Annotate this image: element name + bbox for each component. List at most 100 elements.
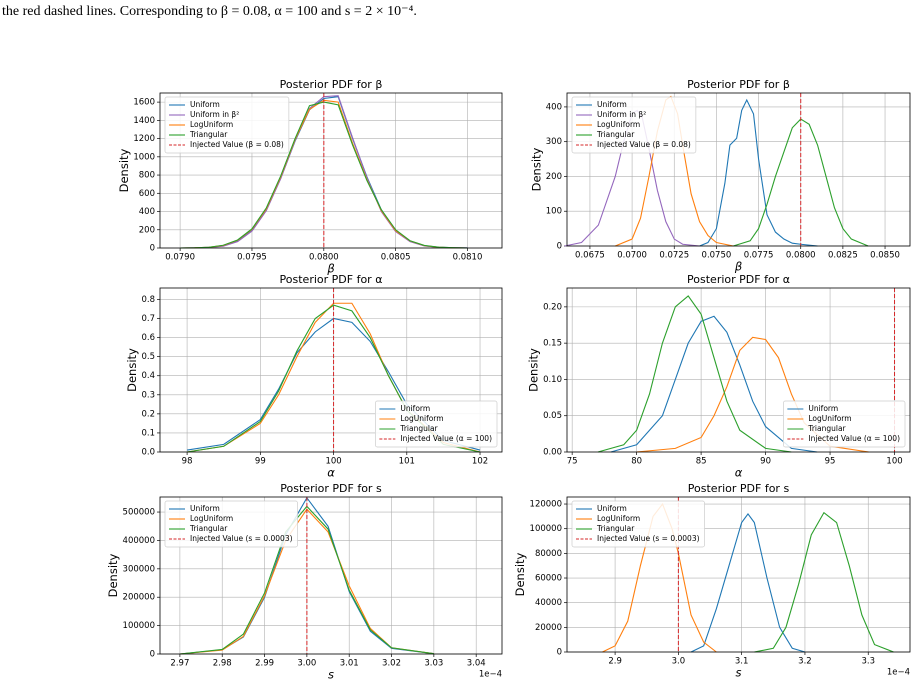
- legend-label: Uniform in β²: [190, 110, 239, 119]
- x-tick-label: 0.0790: [165, 253, 195, 263]
- legend-box: [375, 400, 498, 448]
- legend-label: Triangular: [596, 130, 635, 139]
- x-tick-label: 2.99: [255, 659, 274, 669]
- x-tick-label: 101: [399, 457, 415, 467]
- subplot-title: Posterior PDF for s: [688, 482, 790, 495]
- x-tick-label: 98: [182, 457, 193, 467]
- y-tick-label: 100: [546, 207, 562, 217]
- x-tick-label: 100: [325, 457, 341, 467]
- legend-box: [783, 400, 906, 448]
- x-tick-label: 3.3: [861, 657, 875, 667]
- y-tick-label: 1200: [133, 134, 155, 144]
- y-tick-label: 200000: [123, 593, 155, 603]
- legend-label: Uniform: [400, 404, 430, 413]
- x-tick-label: 0.0700: [617, 251, 647, 261]
- x-axis-label: β: [326, 262, 334, 276]
- subplot: 2.97 2.98 2.99 3.00 3.01 3.02 3.03 3.04 0 100000 2…: [106, 482, 503, 682]
- subplot: 0.0675 0.0700 0.0725 0.0750 0.0775 0.0800 0.08…: [529, 78, 911, 274]
- y-tick-label: 120000: [530, 500, 562, 510]
- y-tick-label: 0: [557, 242, 562, 252]
- axes-frame: [566, 92, 911, 247]
- x-tick-label: 100: [886, 457, 902, 467]
- x-tick-label: 75: [567, 457, 578, 467]
- y-tick-label: 0.8: [141, 295, 155, 305]
- legend-box: [164, 96, 290, 154]
- x-tick-label: 3.1: [735, 657, 749, 667]
- legend-label: Uniform: [597, 100, 627, 109]
- y-tick-label: 600: [139, 189, 155, 199]
- x-tick-label: 0.0800: [786, 251, 816, 261]
- legend-label: Injected Value (α = 100): [400, 434, 492, 443]
- x-tick-label: 2.97: [170, 659, 189, 669]
- x-tick-label: 0.0725: [659, 251, 689, 261]
- y-tick-label: 60000: [535, 574, 562, 584]
- y-tick-label: 200: [139, 225, 155, 235]
- y-axis-label: Density: [125, 348, 139, 392]
- legend-label: LogUniform: [190, 120, 233, 129]
- axes-frame: [159, 287, 503, 453]
- y-tick-label: 0: [150, 244, 155, 254]
- density-line: [754, 511, 894, 653]
- y-tick-label: 0.20: [543, 302, 562, 312]
- x-tick-label: 80: [631, 457, 642, 467]
- y-tick-label: 0.7: [141, 314, 155, 324]
- y-tick-label: 0.4: [141, 371, 155, 381]
- y-tick-label: 100000: [123, 621, 155, 631]
- legend-label: Injected Value (β = 0.08): [190, 140, 284, 149]
- subplot-title: Posterior PDF for β: [280, 78, 383, 91]
- legend-label: Uniform in β²: [597, 110, 646, 119]
- x-tick-label: 0.0805: [381, 253, 411, 263]
- subplot-title: Posterior PDF for α: [687, 273, 790, 286]
- y-axis-label: Density: [106, 553, 120, 597]
- y-tick-label: 400: [139, 207, 155, 217]
- caption: the red dashed lines. Corresponding to β…: [2, 4, 417, 19]
- x-axis-label: β: [734, 260, 742, 274]
- x-tick-label: 0.0850: [870, 251, 900, 261]
- offset-label: 1e−4: [887, 668, 910, 678]
- y-axis-label: Density: [513, 552, 527, 596]
- x-tick-label: 99: [255, 457, 266, 467]
- y-axis-label: Density: [529, 147, 543, 191]
- x-axis-label: α: [327, 466, 335, 480]
- x-tick-label: 3.0: [672, 657, 686, 667]
- legend-label: Triangular: [189, 130, 228, 139]
- y-axis-label: Density: [117, 148, 131, 192]
- y-tick-label: 0.1: [141, 428, 155, 438]
- legend-label: Triangular: [399, 424, 438, 433]
- offset-label: 1e−4: [479, 670, 502, 680]
- y-tick-label: 20000: [535, 623, 562, 633]
- density-line: [610, 315, 818, 453]
- legend-label: LogUniform: [597, 120, 640, 129]
- x-tick-label: 90: [760, 457, 771, 467]
- y-tick-label: 500000: [123, 508, 155, 518]
- x-tick-label: 0.0775: [744, 251, 774, 261]
- axes-frame: [159, 496, 503, 655]
- subplot: 0.0790 0.0795 0.0800 0.0805 0.0810 0 200 400 600…: [117, 78, 503, 276]
- x-tick-label: 0.0795: [237, 253, 267, 263]
- subplot: 75 80 85 90 95 100 0.00 0.05 0.10 0.15 0.20 Posteri…: [527, 273, 911, 480]
- legend-label: Triangular: [189, 524, 228, 533]
- y-tick-label: 0.3: [141, 390, 155, 400]
- density-line: [597, 295, 792, 453]
- x-axis-label: s: [328, 668, 334, 682]
- legend-box: [571, 500, 705, 548]
- y-tick-label: 0.05: [543, 411, 562, 421]
- x-axis-label: α: [735, 466, 743, 480]
- y-tick-label: 800: [139, 171, 155, 181]
- legend-label: LogUniform: [400, 414, 443, 423]
- legend-box: [571, 96, 697, 154]
- x-tick-label: 3.04: [467, 659, 486, 669]
- y-tick-label: 0.6: [141, 333, 155, 343]
- y-tick-label: 200: [546, 172, 562, 182]
- subplot-title: Posterior PDF for α: [280, 273, 383, 286]
- y-tick-label: 400000: [123, 536, 155, 546]
- y-tick-label: 1400: [133, 116, 155, 126]
- y-tick-label: 80000: [535, 549, 562, 559]
- density-line: [699, 98, 818, 247]
- y-tick-label: 40000: [535, 598, 562, 608]
- y-tick-label: 0.5: [141, 352, 155, 362]
- y-tick-label: 1000: [133, 152, 155, 162]
